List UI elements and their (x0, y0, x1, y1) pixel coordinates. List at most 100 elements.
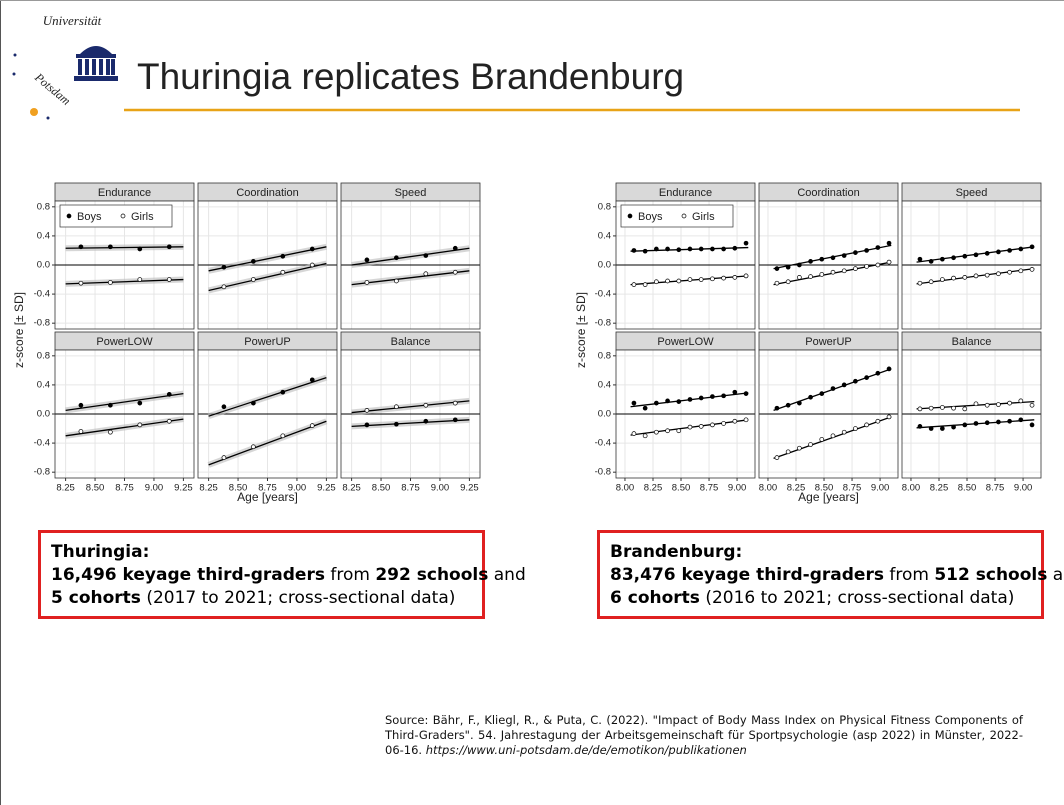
panel-border (197, 200, 338, 330)
data-point (797, 275, 802, 280)
data-point (687, 246, 693, 252)
data-point (984, 251, 990, 256)
data-point (642, 282, 648, 287)
data-point (732, 418, 738, 424)
data-point (166, 244, 172, 250)
data-point (940, 256, 945, 262)
data-point (886, 366, 892, 372)
y-axis-label: z-score [± SD] (574, 292, 588, 368)
fit-line (208, 262, 327, 292)
box-text: from (883, 565, 935, 585)
data-point (452, 417, 458, 423)
data-point (423, 271, 429, 277)
data-point (853, 426, 858, 431)
data-point (676, 428, 682, 434)
strip-label: Balance (952, 336, 992, 348)
y-tick-label: 0.0 (598, 260, 611, 271)
x-tick-label: 9.00 (728, 483, 747, 494)
y-tick-label: 0.4 (37, 230, 50, 241)
logo-text: Potsdam (31, 70, 73, 109)
data-point (687, 397, 693, 402)
data-point (423, 418, 429, 424)
data-point (928, 426, 934, 431)
strip-label: Coordination (797, 187, 859, 199)
data-point (984, 272, 990, 278)
data-point (1018, 246, 1024, 252)
data-point (698, 424, 704, 429)
x-tick-label: 8.75 (258, 483, 277, 494)
strip-label: Balance (391, 336, 431, 348)
y-tick-label: -0.4 (595, 289, 611, 300)
box-title: Thuringia: (51, 542, 150, 562)
data-point (631, 400, 637, 406)
data-point (665, 278, 670, 284)
legend-label: Boys (77, 211, 102, 223)
legend-marker (66, 213, 72, 219)
data-point (875, 245, 881, 250)
data-point (830, 269, 836, 275)
data-point (841, 429, 847, 435)
data-point (710, 422, 715, 428)
box-text: (2017 to 2021; cross-sectional data) (140, 588, 456, 608)
data-point (280, 389, 286, 395)
data-point (743, 240, 749, 246)
data-point (137, 246, 143, 252)
data-point (819, 391, 825, 396)
x-tick-label: 9.00 (431, 483, 450, 494)
data-point (1029, 422, 1035, 428)
data-point (774, 455, 780, 460)
y-tick-label: -0.8 (595, 318, 611, 329)
strip-label: Speed (395, 187, 427, 199)
logo-dot (30, 108, 38, 116)
fit-line (208, 377, 327, 417)
y-tick-label: -0.4 (595, 438, 611, 449)
x-tick-label: 8.50 (815, 483, 834, 494)
data-point (797, 262, 802, 268)
data-point (808, 442, 813, 447)
y-tick-label: -0.4 (34, 438, 50, 449)
y-tick-label: 0.4 (598, 379, 611, 390)
x-tick-label: 8.25 (644, 483, 663, 494)
data-point (108, 402, 113, 408)
data-point (928, 279, 934, 285)
data-point (221, 404, 227, 410)
data-point (841, 382, 847, 388)
data-point (654, 429, 659, 435)
y-tick-label: 0.0 (37, 260, 50, 271)
data-point (962, 406, 968, 412)
data-point (928, 259, 934, 264)
x-tick-label: 8.50 (86, 483, 105, 494)
data-point (1007, 400, 1012, 406)
data-point (251, 259, 256, 264)
data-point (423, 402, 429, 408)
data-point (78, 280, 84, 286)
logo-dot (46, 116, 50, 120)
x-tick-label: 8.25 (930, 483, 949, 494)
data-point (875, 418, 881, 424)
data-point (841, 268, 847, 274)
data-point (797, 400, 802, 406)
data-point (774, 405, 780, 411)
data-point (1007, 269, 1012, 275)
data-point (1007, 418, 1012, 424)
data-point (108, 244, 113, 250)
facet-chart: Endurance -0.8 -0.4 0.0 0.4 0.8 Boys Girls Coord… (574, 182, 1042, 504)
fit-line (351, 270, 470, 286)
strip-label: Coordination (236, 187, 298, 199)
y-tick-label: -0.8 (34, 467, 50, 478)
x-tick-label: 8.00 (759, 483, 778, 494)
x-axis-label: Age [years] (237, 490, 298, 504)
data-point (166, 392, 172, 397)
x-tick-label: 8.25 (199, 483, 218, 494)
data-point (251, 277, 256, 282)
data-point (642, 405, 648, 411)
y-tick-label: 0.8 (598, 201, 611, 212)
strip-label: Endurance (98, 187, 151, 199)
data-point (864, 264, 869, 269)
x-tick-label: 9.00 (1014, 483, 1033, 494)
data-point (973, 421, 979, 426)
data-point (364, 280, 370, 285)
x-tick-label: 9.00 (145, 483, 164, 494)
legend-marker (681, 213, 687, 219)
data-point (743, 273, 749, 279)
